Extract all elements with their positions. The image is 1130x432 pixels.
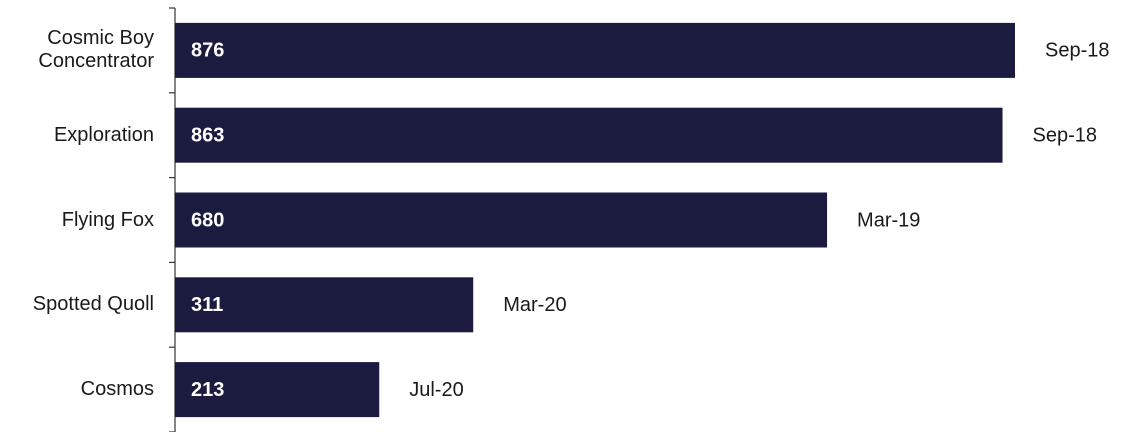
category-label: Flying Fox: [61, 208, 154, 231]
category-label: Spotted Quoll: [32, 293, 154, 316]
value-label: 311: [191, 294, 223, 316]
value-label: 680: [191, 209, 224, 231]
annotation: Jul-20: [409, 379, 463, 401]
annotation: Mar-20: [503, 294, 566, 316]
annotation: Sep-18: [1045, 40, 1110, 62]
value-label: 876: [191, 40, 224, 62]
bar: [175, 192, 828, 248]
bar: [175, 362, 380, 418]
annotation: Sep-18: [1033, 124, 1098, 146]
value-label: 863: [191, 124, 224, 146]
value-label: 213: [191, 379, 224, 401]
category-label: Cosmos: [80, 378, 154, 401]
bar: [175, 107, 1003, 163]
bar: [175, 277, 474, 333]
category-label: Exploration: [53, 123, 154, 146]
bar: [175, 22, 1015, 78]
annotation: Mar-19: [857, 209, 920, 231]
category-label: Cosmic Boy Concentrator: [38, 27, 154, 73]
